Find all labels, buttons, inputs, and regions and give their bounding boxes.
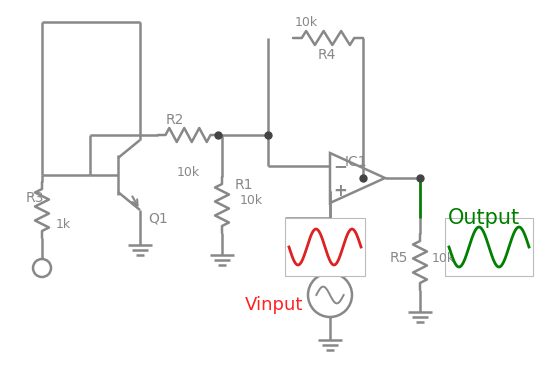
Text: −: −: [333, 158, 347, 176]
Text: 10k: 10k: [240, 194, 263, 206]
Text: Output: Output: [448, 208, 520, 228]
Bar: [445, 218, 533, 276]
Text: R5: R5: [390, 251, 408, 265]
Text: +: +: [333, 181, 347, 199]
Text: 10k: 10k: [177, 166, 200, 180]
Text: R2: R2: [166, 113, 184, 127]
Text: 10k: 10k: [295, 15, 318, 28]
Text: R4: R4: [318, 48, 337, 62]
Text: IC1: IC1: [345, 155, 367, 169]
Text: Q1: Q1: [148, 211, 168, 225]
Text: R1: R1: [235, 178, 254, 192]
Bar: [285, 218, 365, 276]
Text: 1k: 1k: [56, 219, 71, 231]
Text: 10k: 10k: [432, 251, 455, 265]
Text: Vinput: Vinput: [245, 296, 304, 314]
Text: R3: R3: [26, 191, 45, 205]
